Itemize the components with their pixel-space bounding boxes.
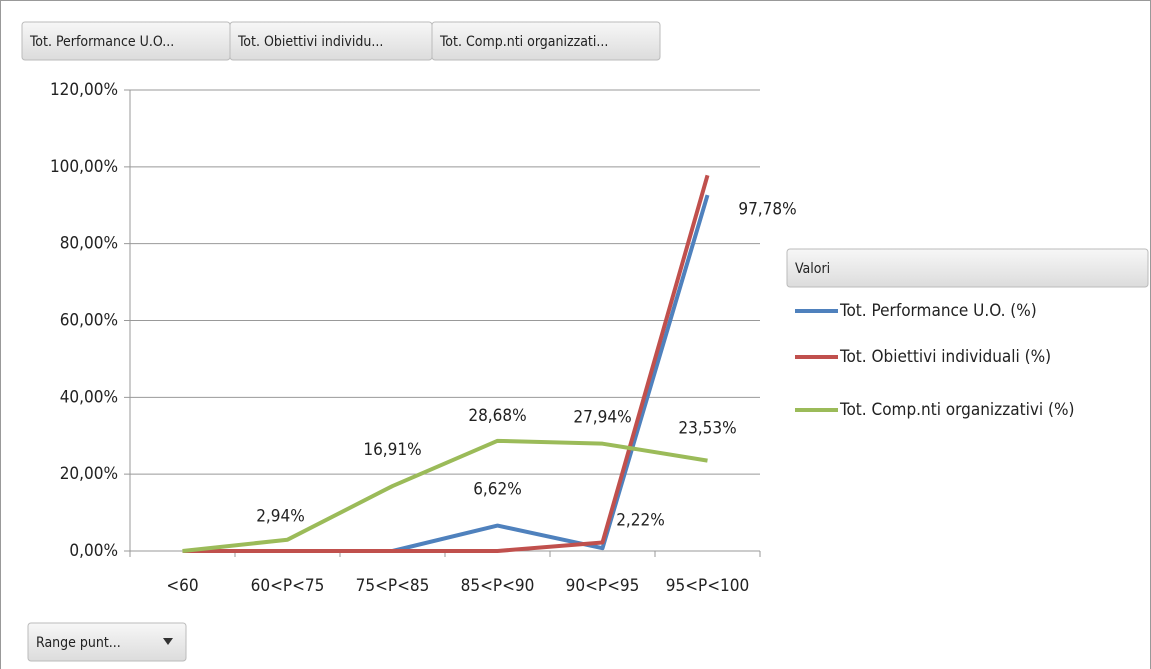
y-tick-label: 40,00% <box>60 387 118 407</box>
button-bg <box>27 622 187 662</box>
data-label: 2,22% <box>616 510 665 530</box>
x-tick-label: <60 <box>166 576 198 596</box>
y-tick-label: 0,00% <box>69 541 118 561</box>
y-tick-label: 20,00% <box>60 464 118 484</box>
button-bg <box>431 21 661 61</box>
button-label: Tot. Performance U.O... <box>29 34 174 50</box>
legend-label: Tot. Obiettivi individuali (%) <box>839 347 1051 367</box>
field-button[interactable]: Tot. Obiettivi individu... <box>229 21 433 61</box>
y-tick-label: 120,00% <box>50 80 118 100</box>
field-button[interactable]: Tot. Comp.nti organizzati... <box>431 21 661 61</box>
data-label: 23,53% <box>678 419 736 439</box>
legend-label: Tot. Performance U.O. (%) <box>839 301 1037 321</box>
legend-title: Valori <box>795 261 830 277</box>
y-tick-label: 100,00% <box>50 157 118 177</box>
series-line <box>182 174 710 553</box>
series-line <box>182 438 708 553</box>
field-button[interactable]: Tot. Performance U.O... <box>21 21 231 61</box>
axis-field-button[interactable]: Range punt... <box>27 622 187 662</box>
data-label: 6,62% <box>473 480 522 500</box>
data-label: 27,94% <box>573 408 631 428</box>
y-tick-label: 80,00% <box>60 234 118 254</box>
data-label: 28,68% <box>468 406 526 426</box>
x-tick-label: 60<P<75 <box>251 576 325 596</box>
data-label: 16,91% <box>363 440 421 460</box>
x-tick-label: 75<P<85 <box>356 576 430 596</box>
data-label: 2,94% <box>256 507 305 527</box>
y-tick-label: 60,00% <box>60 311 118 331</box>
button-bg <box>786 248 1149 288</box>
legend-title-button[interactable]: Valori <box>786 248 1149 288</box>
x-tick-label: 95<P<100 <box>666 576 750 596</box>
x-tick-label: 85<P<90 <box>461 576 535 596</box>
button-label: Range punt... <box>36 635 121 651</box>
data-label: 97,78% <box>738 199 796 219</box>
dropdown-arrow <box>163 638 173 645</box>
button-label: Tot. Obiettivi individu... <box>237 34 383 50</box>
legend-label: Tot. Comp.nti organizzativi (%) <box>839 400 1074 420</box>
x-tick-label: 90<P<95 <box>566 576 640 596</box>
button-label: Tot. Comp.nti organizzati... <box>439 34 608 50</box>
